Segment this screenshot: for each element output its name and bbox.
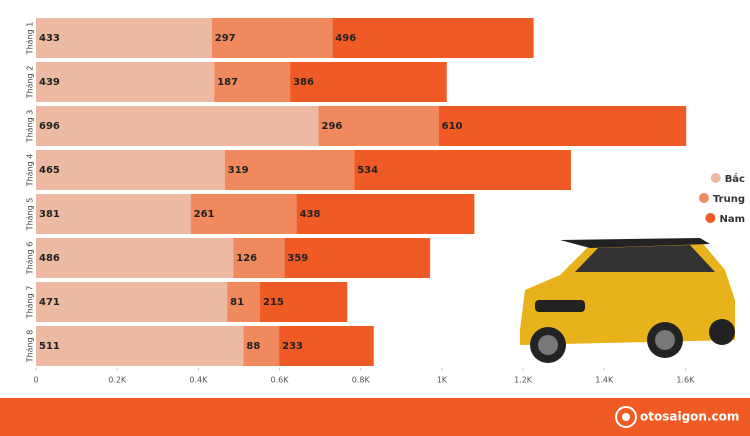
bar-segment [227, 282, 261, 322]
value-label: 297 [215, 33, 236, 44]
value-label: 438 [300, 209, 321, 220]
bar-segment [284, 238, 431, 278]
value-label: 296 [321, 121, 342, 132]
footer-text: otosaigon.com [640, 410, 739, 424]
x-tick-label: 0.2K [108, 376, 127, 385]
y-tick-label: Tháng 8 [26, 330, 35, 364]
legend-marker [705, 213, 716, 223]
value-label: 215 [263, 297, 284, 308]
value-label: 126 [236, 253, 257, 264]
value-label: 81 [230, 297, 244, 308]
bar-segment [224, 150, 355, 190]
bar-segment [36, 326, 244, 366]
value-label: 610 [442, 121, 463, 132]
bar-segment [354, 150, 571, 190]
value-label: 511 [39, 341, 60, 352]
value-label: 261 [194, 209, 215, 220]
value-label: 233 [282, 341, 303, 352]
value-label: 319 [228, 165, 249, 176]
y-tick-label: Tháng 2 [26, 66, 35, 100]
legend-label: Nam [719, 214, 745, 225]
y-tick-label: Tháng 3 [26, 110, 35, 144]
x-tick-label: 0.6K [271, 376, 290, 385]
value-label: 486 [39, 253, 60, 264]
x-tick-label: 0 [33, 376, 38, 385]
y-tick-label: Tháng 1 [26, 22, 35, 56]
value-label: 471 [39, 297, 60, 308]
value-label: 534 [357, 165, 378, 176]
x-tick-label: 1.2K [514, 376, 533, 385]
value-label: 187 [217, 77, 238, 88]
value-label: 496 [335, 33, 356, 44]
footer-band [0, 398, 750, 436]
legend-marker [698, 193, 709, 203]
bar-segment [279, 326, 374, 366]
bar-segment [214, 62, 291, 102]
bar-segment [318, 106, 439, 146]
value-label: 465 [39, 165, 60, 176]
car-illustration [520, 238, 735, 363]
x-tick-label: 1K [437, 376, 448, 385]
bar-segment [36, 150, 225, 190]
y-tick-label: Tháng 7 [26, 286, 35, 320]
footer-logo: otosaigon.com [615, 406, 739, 428]
bar-segment [233, 238, 285, 278]
x-tick-label: 0.8K [352, 376, 371, 385]
y-tick-label: Tháng 6 [26, 242, 35, 276]
bar-segment [332, 18, 534, 58]
legend-marker [710, 173, 721, 183]
y-tick-label: Tháng 5 [26, 198, 35, 232]
bar-segment [296, 194, 475, 234]
bar-segment [36, 194, 191, 234]
value-label: 359 [287, 253, 308, 264]
bar-segment [190, 194, 297, 234]
bar-segment [36, 238, 234, 278]
value-label: 439 [39, 77, 60, 88]
bar-segment [438, 106, 687, 146]
bar-segment [36, 282, 228, 322]
bar-segment [290, 62, 447, 102]
x-tick-label: 0.4K [189, 376, 208, 385]
bar-segment [36, 18, 212, 58]
bar-segment [243, 326, 280, 366]
value-label: 696 [39, 121, 60, 132]
x-tick-label: 1.4K [595, 376, 614, 385]
y-tick-label: Tháng 4 [26, 154, 35, 188]
x-tick-label: 1.6K [676, 376, 695, 385]
bar-segment [211, 18, 333, 58]
bar-segment [36, 62, 215, 102]
bar-segment [260, 282, 348, 322]
value-label: 381 [39, 209, 60, 220]
bar-segment [36, 106, 319, 146]
value-label: 433 [39, 33, 60, 44]
legend-label: Bắc [725, 172, 745, 185]
value-label: 386 [293, 77, 314, 88]
value-label: 88 [246, 341, 260, 352]
legend-label: Trung [713, 194, 745, 205]
